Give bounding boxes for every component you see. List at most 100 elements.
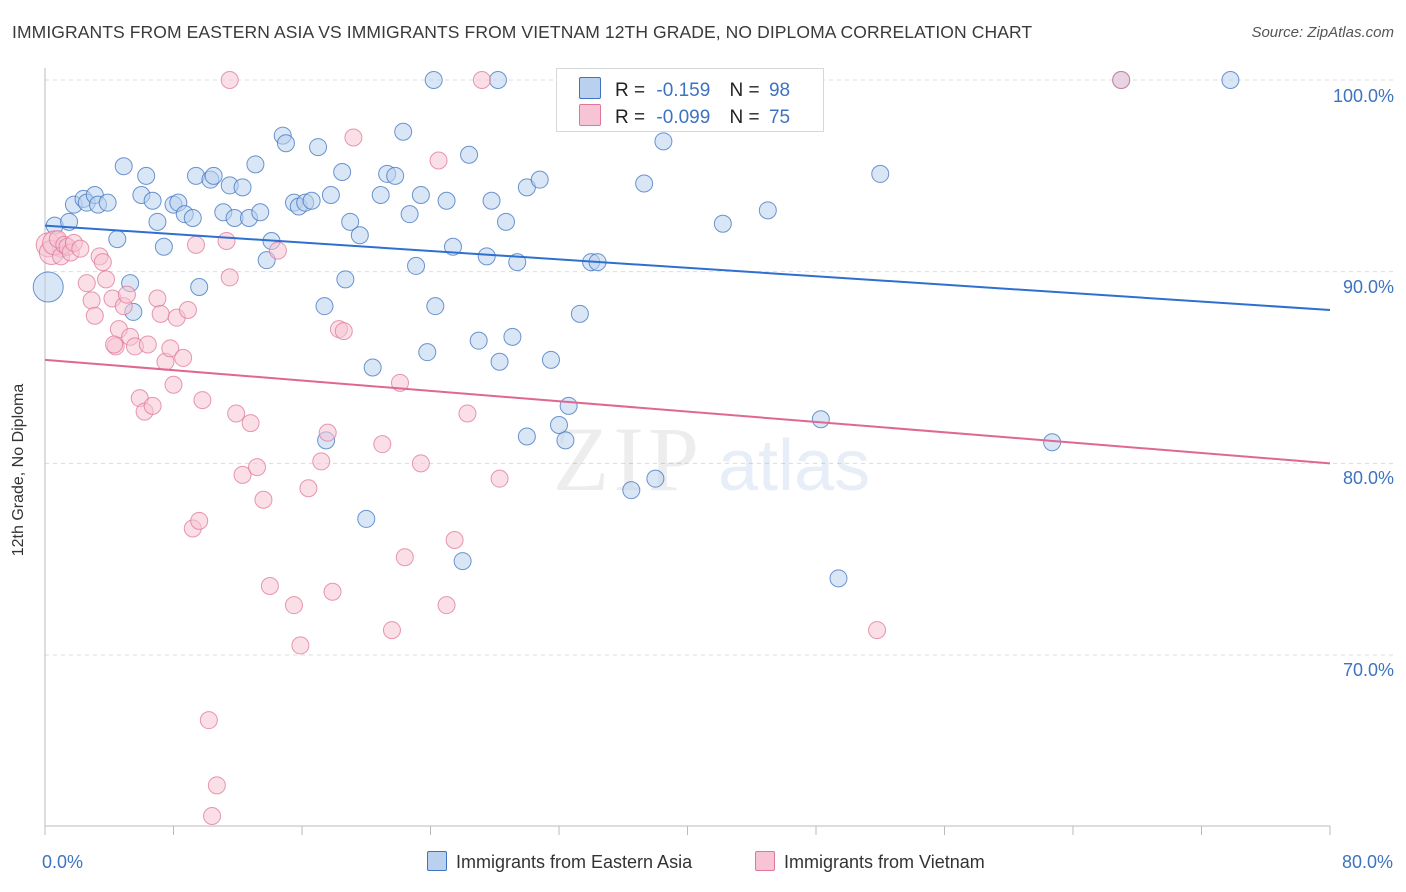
trend-line — [44, 358, 1331, 465]
data-point — [570, 304, 589, 323]
data-point — [164, 375, 183, 394]
data-point — [371, 186, 390, 204]
data-point — [490, 352, 509, 371]
data-point — [871, 164, 890, 183]
data-point — [248, 458, 267, 477]
data-point — [190, 278, 209, 296]
data-point — [1221, 71, 1240, 89]
data-point — [530, 170, 549, 189]
data-point — [233, 178, 252, 197]
legend-r-label: R = — [615, 107, 646, 128]
data-point — [445, 531, 464, 549]
legend-swatch-blue — [579, 77, 601, 99]
legend-swatch-pink — [579, 104, 601, 126]
legend-row-vietnam: R = -0.099 N = 75 — [579, 104, 790, 129]
data-point — [386, 166, 405, 185]
data-point — [321, 186, 340, 204]
data-point — [437, 191, 456, 210]
data-point — [93, 253, 112, 272]
axes — [44, 68, 1331, 835]
data-point — [178, 301, 197, 319]
data-point — [395, 548, 414, 567]
data-point — [1112, 71, 1131, 89]
data-point — [98, 193, 117, 212]
data-point — [203, 807, 222, 825]
data-point — [622, 481, 641, 500]
data-point — [541, 350, 560, 369]
data-point — [254, 490, 273, 509]
x-tick-label-max: 80.0% — [1341, 852, 1393, 872]
data-point — [418, 343, 437, 362]
legend-row-eastern-asia: R = -0.159 N = 98 — [579, 77, 790, 102]
data-point — [482, 191, 501, 210]
data-point — [220, 268, 239, 287]
legend-label: Immigrants from Eastern Asia — [456, 852, 693, 872]
data-point — [82, 291, 101, 310]
bottom-legend-eastern-asia: Immigrants from Eastern Asia — [427, 851, 692, 873]
legend-r-value: -0.099 — [656, 107, 711, 128]
y-tick-label: 100.0% — [1332, 86, 1394, 106]
data-point — [85, 306, 104, 325]
data-point — [151, 304, 170, 323]
data-point — [496, 212, 515, 231]
data-point — [268, 241, 287, 260]
data-point — [217, 232, 236, 250]
data-point — [453, 552, 472, 571]
data-point — [344, 128, 363, 147]
data-point — [550, 416, 568, 434]
data-point — [411, 186, 430, 204]
data-point — [490, 469, 509, 488]
data-point — [426, 297, 445, 316]
trend-lines — [44, 224, 1331, 465]
data-point — [309, 138, 328, 157]
data-point — [138, 335, 157, 354]
series-eastern-asia — [32, 71, 1240, 588]
y-tick-label: 70.0% — [1342, 660, 1394, 680]
data-point — [284, 596, 303, 615]
y-tick-label: 90.0% — [1342, 277, 1394, 297]
legend-n-value: 98 — [768, 80, 791, 101]
data-point — [318, 423, 337, 442]
x-tick-label-min: 0.0% — [42, 852, 84, 872]
data-point — [154, 237, 173, 256]
y-axis-label: 12th Grade, No Diploma — [10, 383, 27, 557]
data-point — [207, 776, 226, 795]
data-point — [477, 247, 496, 266]
data-point — [117, 285, 136, 304]
chart-title: IMMIGRANTS FROM EASTERN ASIA VS IMMIGRAN… — [12, 22, 1033, 42]
data-point — [341, 212, 360, 231]
data-point — [204, 166, 223, 185]
data-point — [143, 191, 162, 210]
data-point — [458, 404, 477, 423]
legend-r-label: R = — [615, 80, 646, 101]
data-point — [646, 469, 665, 488]
data-point — [148, 289, 167, 308]
data-point — [424, 71, 443, 89]
data-point — [137, 166, 156, 185]
source-label: Source: ZipAtlas.com — [1251, 24, 1394, 41]
data-point — [302, 191, 321, 210]
data-point — [161, 339, 180, 358]
legend-n-label: N = — [729, 80, 760, 101]
data-point — [251, 203, 270, 222]
data-point — [411, 454, 430, 473]
data-point — [227, 404, 246, 423]
data-point — [143, 396, 162, 415]
series-vietnam — [35, 71, 1131, 825]
correlation-legend: R = -0.159 N = 98 R = -0.099 N = 75 — [556, 68, 824, 132]
data-point — [71, 239, 90, 258]
data-point — [443, 237, 462, 256]
data-point — [260, 577, 279, 595]
data-point — [183, 209, 202, 227]
data-point — [868, 621, 887, 640]
data-point — [811, 410, 830, 429]
legend-n-label: N = — [729, 107, 760, 128]
data-point — [32, 271, 64, 303]
data-point — [460, 145, 479, 164]
data-point — [315, 297, 334, 316]
y-tick-label: 80.0% — [1342, 468, 1394, 488]
data-point — [556, 431, 575, 450]
data-point — [97, 270, 116, 289]
data-point — [323, 582, 342, 601]
